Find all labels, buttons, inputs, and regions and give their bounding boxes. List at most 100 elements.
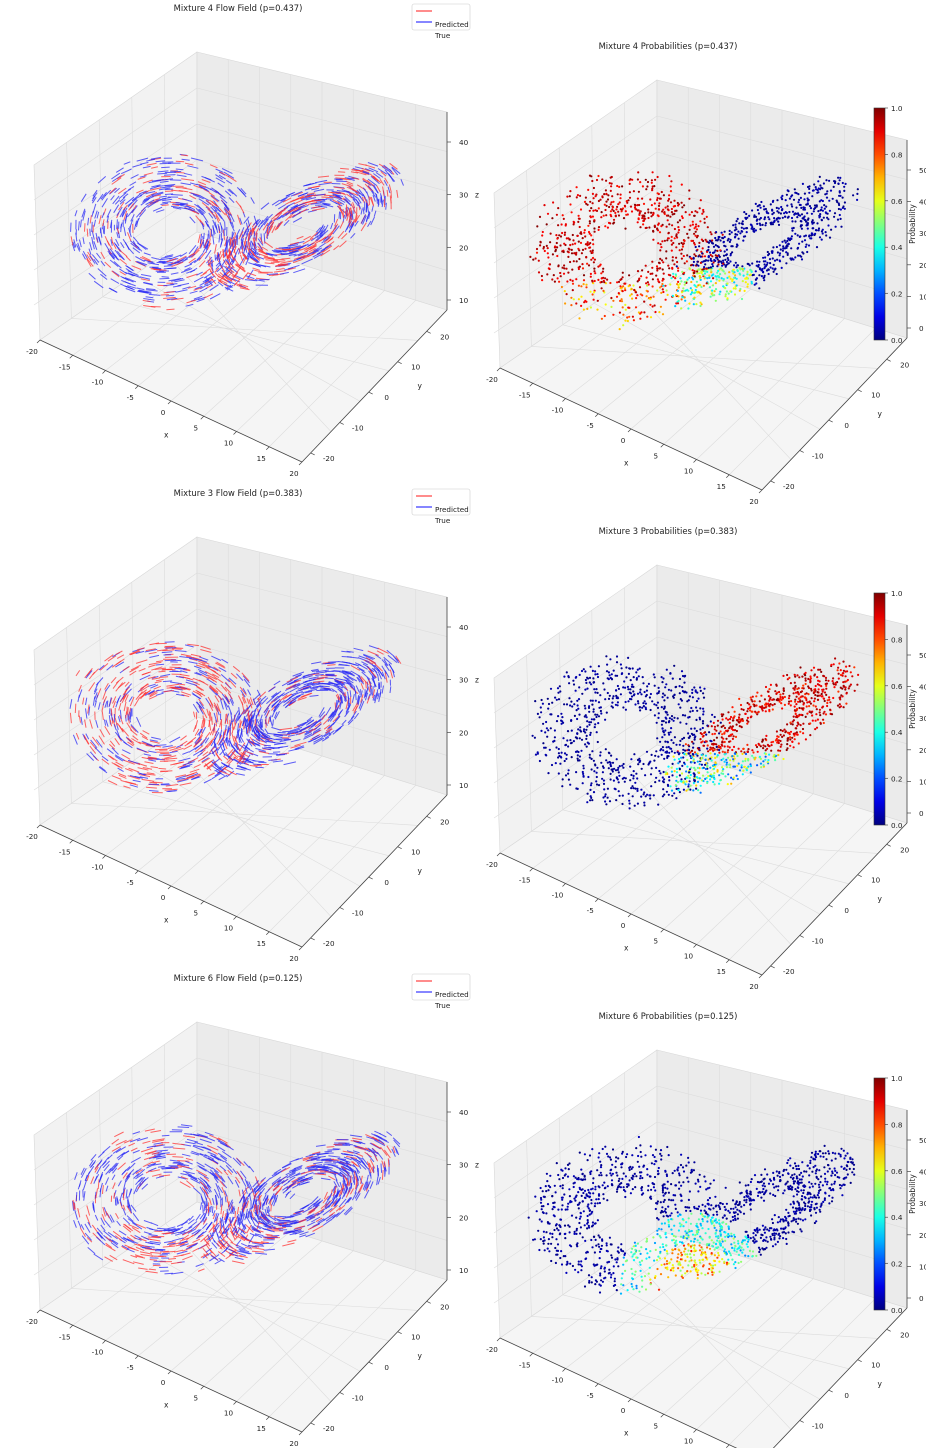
scatter-point <box>681 686 684 689</box>
scatter-point <box>612 222 615 225</box>
scatter-point <box>733 236 737 239</box>
scatter-point <box>581 267 585 270</box>
flow-arrow <box>293 252 303 257</box>
flow-arrow <box>84 719 87 728</box>
flow-arrow <box>317 175 330 178</box>
scatter-point <box>815 229 818 232</box>
flow-arrow <box>220 238 224 246</box>
scatter-point <box>580 304 583 307</box>
flow-arrow <box>385 202 387 210</box>
flow-arrow <box>122 276 134 283</box>
scatter-point <box>692 257 695 260</box>
scatter-point <box>804 245 807 248</box>
flow-arrow <box>164 788 178 791</box>
scatter-point <box>640 275 643 278</box>
scatter-point <box>660 259 664 262</box>
gridline <box>105 736 260 856</box>
scatter-point <box>655 776 658 779</box>
scatter-point <box>543 249 546 253</box>
scatter-point <box>593 219 596 222</box>
scatter-point <box>830 228 833 231</box>
scatter-point <box>695 223 698 226</box>
x-tick <box>102 855 106 859</box>
flow-arrow <box>193 665 202 670</box>
scatter-point <box>677 269 680 272</box>
flow-arrow <box>236 723 240 733</box>
scatter-point <box>746 273 749 276</box>
flow-arrow <box>123 226 127 236</box>
scatter-point <box>784 215 787 218</box>
y-tick-label: 0 <box>384 393 389 402</box>
scatter-point <box>739 232 742 235</box>
scatter-point <box>645 276 648 279</box>
flow-arrow <box>323 244 332 251</box>
scatter-point <box>791 205 794 208</box>
scatter-point <box>801 240 804 243</box>
scatter-point <box>632 676 635 679</box>
scatter-point <box>703 266 706 269</box>
gridline <box>170 755 323 887</box>
y-tick-label: -20 <box>783 482 795 491</box>
scatter-point <box>578 249 581 252</box>
flow-arrow <box>187 285 197 289</box>
scatter-point <box>839 208 843 211</box>
scatter-point <box>735 284 738 287</box>
scatter-point <box>765 269 769 272</box>
scatter-point <box>738 222 741 225</box>
scatter-point <box>771 267 774 270</box>
flow-arrow <box>151 736 161 740</box>
flow-arrow <box>205 276 213 286</box>
y-tick-label: -10 <box>352 423 364 432</box>
scatter-point <box>570 248 573 251</box>
scatter-point <box>575 771 578 774</box>
scatter-point <box>734 261 737 264</box>
scatter-point <box>754 278 758 281</box>
flow-arrow <box>280 260 293 264</box>
scatter-point <box>838 179 841 182</box>
scatter-point <box>797 193 800 196</box>
scatter-point <box>771 208 774 211</box>
scatter-point <box>699 686 702 689</box>
z-tick-label: 50 <box>919 651 926 660</box>
flow-arrow <box>198 198 210 206</box>
flow-arrow <box>352 198 359 207</box>
scatter-point <box>703 272 707 275</box>
scatter-point <box>828 179 831 182</box>
scatter-point <box>687 307 690 310</box>
flow-arrow <box>112 696 117 704</box>
flow-arrow <box>274 212 283 221</box>
scatter-point <box>794 256 797 259</box>
flow-arrow <box>213 205 222 213</box>
flow-arrow <box>292 217 303 223</box>
flow-arrow <box>169 254 182 260</box>
scatter-point <box>745 217 748 220</box>
scatter-point <box>682 290 685 293</box>
scatter-point <box>813 183 816 186</box>
scatter-point <box>562 217 565 220</box>
scatter-point <box>674 273 677 276</box>
flow-arrow <box>158 187 171 191</box>
flow-arrow <box>327 664 336 666</box>
flow-arrow <box>356 189 364 197</box>
flow-arrow <box>181 268 193 274</box>
scatter-point <box>681 270 684 273</box>
flow-arrow <box>204 177 216 183</box>
scatter-point <box>705 267 708 270</box>
scatter-point <box>758 218 761 221</box>
scatter-point <box>584 299 587 302</box>
flow-arrow <box>165 647 177 649</box>
flow-arrow <box>152 197 161 202</box>
scatter-point <box>788 700 791 703</box>
scatter-point <box>621 290 624 293</box>
scatter-point <box>699 301 702 304</box>
scatter-point <box>809 207 813 210</box>
scatter-point <box>767 216 770 219</box>
scatter-point <box>653 759 656 762</box>
scatter-point <box>714 288 718 291</box>
flow-arrow <box>218 774 228 781</box>
scatter-point <box>546 247 549 250</box>
flow-arrow <box>304 187 312 191</box>
flow-arrow <box>108 743 116 750</box>
